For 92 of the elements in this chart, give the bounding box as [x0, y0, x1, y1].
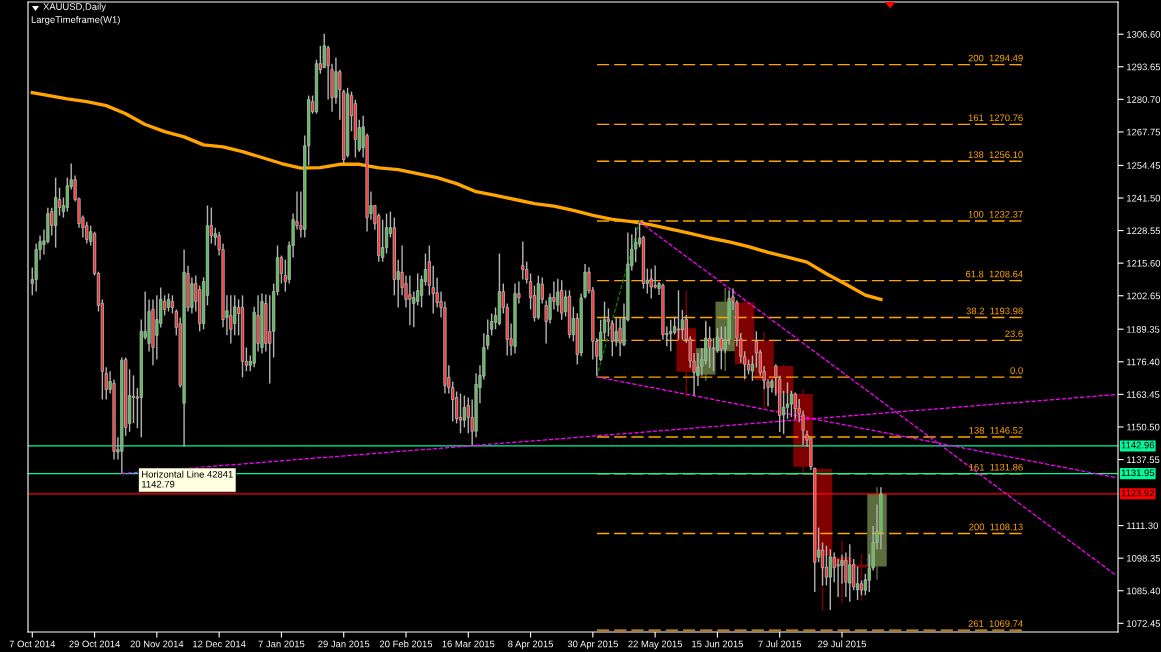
candlestick: [653, 264, 657, 290]
candlestick: [614, 317, 618, 347]
candlestick: [384, 212, 389, 255]
text: LargeTimeframe(W1): [31, 16, 120, 25]
candlestick: [521, 240, 525, 281]
candlestick: [408, 274, 412, 326]
ref-line-label: 61.8 1208.64: [965, 270, 1023, 278]
candlestick: [532, 284, 537, 323]
candlestick: [855, 565, 860, 601]
candlestick: [131, 374, 136, 424]
x-tick-label: 20 Nov 2014: [130, 640, 184, 648]
x-tick-label: 29 Jul 2015: [818, 640, 867, 648]
x-tick-label: 7 Oct 2014: [9, 640, 56, 648]
candlestick: [381, 218, 385, 263]
candlestick: [462, 394, 467, 429]
candlestick: [785, 381, 790, 420]
y-tick-label: 1228.55: [1127, 227, 1161, 235]
candlestick: [711, 337, 716, 372]
x-tick-label: 16 Mar 2015: [442, 640, 495, 648]
y-tick-label: 1267.75: [1127, 128, 1161, 136]
x-tick-label: 7 Jan 2015: [258, 640, 305, 648]
candlestick: [708, 325, 712, 369]
y-tick-label: 1293.65: [1127, 63, 1161, 71]
candlestick: [229, 294, 233, 345]
ref-line-label: 100 1232.37: [968, 211, 1023, 218]
candlestick: [676, 289, 681, 341]
ref-line-label: 200 1294.49: [968, 54, 1023, 62]
ref-line-label: 1131.95: [1121, 469, 1155, 477]
x-tick-label: 29 Oct 2014: [69, 640, 121, 648]
candlestick: [672, 315, 677, 336]
y-tick-label: 1254.45: [1127, 162, 1161, 169]
ref-line-label: 161 1131.86: [969, 463, 1023, 471]
x-tick-label: 20 Feb 2015: [379, 640, 433, 648]
y-tick-label: 1111.30: [1127, 522, 1159, 530]
candlestick: [454, 390, 459, 425]
x-tick-label: 8 Apr 2015: [508, 640, 554, 650]
candlestick: [416, 272, 420, 307]
candlestick: [85, 220, 89, 245]
candlestick: [649, 267, 653, 300]
chart-title: XAUUSD,Daily: [43, 3, 106, 12]
annotation: 23.6: [1005, 330, 1023, 338]
y-tick-label: 1189.35: [1127, 326, 1160, 333]
candlestick: [715, 327, 720, 354]
ref-line-label: 138 1146.52: [969, 427, 1023, 434]
annotation: Horizontal Line 42841 1142.79: [142, 470, 233, 488]
y-tick-label: 1163.45: [1127, 391, 1160, 398]
candlestick: [560, 279, 564, 321]
candlestick: [618, 317, 622, 357]
y-tick-label: 1072.45: [1127, 620, 1161, 627]
y-tick-label: 1215.60: [1127, 259, 1161, 267]
y-tick-label: 1137.55: [1127, 456, 1160, 464]
candlestick: [824, 545, 829, 587]
candlestick: [836, 558, 840, 598]
candlestick: [750, 354, 755, 382]
candlestick: [606, 307, 611, 338]
ref-line-label: 38.2 1193.98: [966, 307, 1023, 315]
y-tick-label: 1241.50: [1127, 194, 1161, 202]
candlestick: [719, 325, 723, 371]
candlestick: [848, 543, 852, 603]
candlestick: [793, 391, 797, 420]
candlestick: [669, 319, 673, 352]
x-tick-label: 30 Apr 2015: [567, 640, 618, 650]
x-tick-label: 15 Jun 2015: [692, 640, 744, 648]
ref-line-label: 200 1108.13: [969, 523, 1023, 531]
annotation: 0.0: [1010, 367, 1023, 374]
candlestick: [680, 309, 685, 341]
x-tick-label: 7 Jul 2015: [758, 640, 802, 648]
candlestick: [190, 276, 194, 315]
y-tick-label: 1085.40: [1127, 587, 1161, 595]
x-tick-label: 22 May 2015: [628, 640, 683, 650]
y-tick-label: 1306.60: [1127, 31, 1161, 38]
candlestick: [828, 548, 832, 611]
candlestick: [754, 330, 758, 369]
candlestick: [789, 390, 794, 418]
x-tick-label: 12 Dec 2014: [193, 640, 246, 648]
candlestick: [556, 278, 560, 313]
ref-line-label: 138 1256.10: [968, 151, 1023, 159]
candlestick: [427, 244, 431, 297]
ref-line-label: 1142.96: [1121, 441, 1155, 449]
y-tick-label: 1176.40: [1127, 358, 1160, 366]
candlestick: [458, 392, 463, 434]
candlestick: [490, 312, 494, 337]
ref-line-label: 1123.92: [1121, 489, 1155, 497]
ref-line-label: 261 1069.74: [968, 620, 1023, 627]
y-tick-label: 1280.70: [1127, 96, 1161, 103]
y-tick-label: 1202.65: [1127, 292, 1161, 300]
y-tick-label: 1098.35: [1127, 554, 1161, 562]
x-tick-label: 29 Jan 2015: [318, 640, 370, 648]
candlestick: [820, 541, 825, 587]
candlestick: [634, 226, 638, 263]
y-tick-label: 1150.50: [1127, 423, 1160, 431]
ref-line-label: 161 1270.76: [968, 114, 1023, 122]
